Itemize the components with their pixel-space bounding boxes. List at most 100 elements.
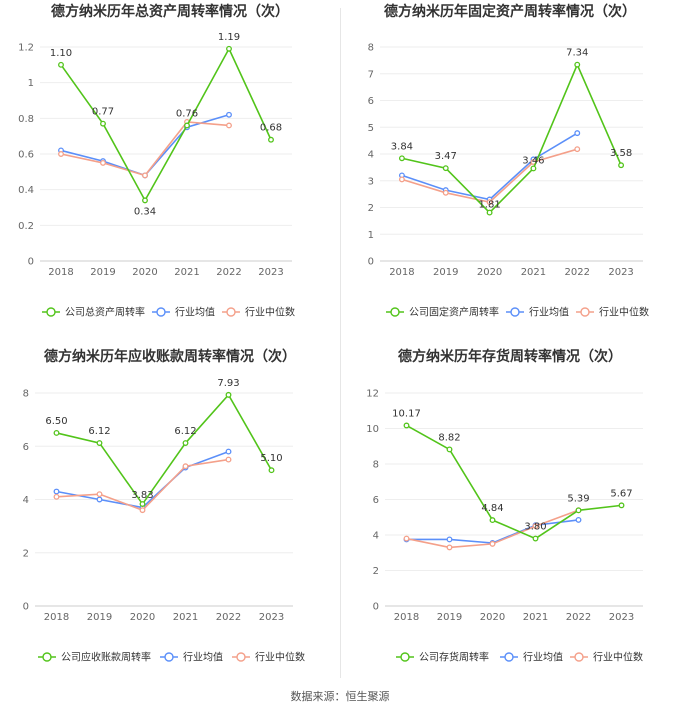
data-point	[530, 165, 537, 172]
legend-item[interactable]: 行业中位数	[576, 306, 649, 319]
data-point	[225, 456, 232, 463]
y-tick-label: 10	[366, 424, 379, 435]
data-label: 3.46	[522, 155, 544, 166]
chart-title: 德方纳米历年总资产周转率情况（次）	[51, 3, 289, 20]
legend-item[interactable]: 行业中位数	[222, 306, 295, 319]
legend-swatch-marker	[574, 652, 584, 662]
x-tick-label: 2021	[521, 267, 546, 278]
data-label: 0.68	[260, 123, 282, 134]
data-point	[574, 61, 581, 68]
data-label: 5.39	[567, 493, 589, 504]
data-label: 6.12	[88, 426, 110, 437]
y-tick-label: 7	[368, 69, 374, 80]
legend-label: 行业均值	[529, 306, 569, 319]
data-label: 5.10	[260, 453, 282, 464]
series-line	[406, 519, 579, 544]
legend-item[interactable]: 行业中位数	[232, 651, 305, 664]
y-tick-label: 5	[368, 123, 374, 134]
legend-item[interactable]: 公司总资产周转率	[42, 306, 145, 319]
data-label: 5.67	[610, 488, 632, 499]
data-label: 3.84	[391, 141, 413, 152]
data-point	[96, 440, 103, 447]
y-tick-label: 0	[23, 602, 29, 613]
data-label: 0.34	[134, 206, 156, 217]
y-tick-label: 2	[23, 548, 29, 559]
data-point	[398, 176, 405, 183]
series-line	[401, 148, 578, 204]
data-point	[489, 517, 496, 524]
y-tick-label: 1	[368, 230, 374, 241]
x-tick-label: 2023	[608, 267, 633, 278]
y-tick-label: 4	[373, 531, 379, 542]
data-point	[532, 523, 539, 530]
legend-item[interactable]: 行业中位数	[570, 651, 643, 664]
y-tick-label: 0	[373, 602, 379, 613]
series-line	[401, 62, 622, 214]
data-point	[142, 197, 148, 204]
legend-swatch-marker	[510, 307, 520, 317]
x-tick-label: 2021	[173, 612, 198, 623]
data-point	[442, 165, 449, 172]
legend-item[interactable]: 行业均值	[506, 306, 569, 319]
data-point	[398, 155, 405, 162]
data-label: 3.80	[524, 522, 546, 533]
legend-item[interactable]: 行业均值	[500, 651, 563, 664]
chart-svg: 德方纳米历年应收账款周转率情况（次） 0 2 4 6 8 2018 2019 2020 2021 2…	[23, 348, 305, 664]
legend-item[interactable]: 公司固定资产周转率	[386, 306, 499, 319]
legend-label: 公司应收账款周转率	[61, 651, 151, 664]
data-label: 6.12	[174, 426, 196, 437]
y-tick-label: 2	[368, 203, 374, 214]
legend-label: 公司总资产周转率	[65, 306, 145, 319]
legend-swatch-marker	[42, 652, 52, 662]
chart-svg: 德方纳米历年存货周转率情况（次） 0 2 4 6 8 10 12 2018 2019 2020 202…	[366, 348, 643, 664]
data-label: 4.84	[481, 503, 503, 514]
legend-swatch-marker	[504, 652, 514, 662]
data-point	[139, 501, 146, 507]
data-label: 3.58	[610, 148, 632, 159]
data-label: 1.10	[50, 48, 72, 59]
x-tick-label: 2020	[480, 612, 505, 623]
x-tick-label: 2018	[48, 267, 73, 278]
data-point	[96, 496, 103, 503]
legend-item[interactable]: 公司存货周转率	[396, 651, 489, 664]
chart-receivables-turnover: 德方纳米历年应收账款周转率情况（次） 0 2 4 6 8 2018 2019 2020 2021 2…	[0, 345, 340, 690]
legend-item[interactable]: 公司应收账款周转率	[38, 651, 151, 664]
chart-title: 德方纳米历年固定资产周转率情况（次）	[384, 3, 636, 20]
y-tick-label: 2	[373, 566, 379, 577]
legend-swatch-marker	[164, 652, 174, 662]
x-tick-label: 2020	[132, 267, 157, 278]
y-tick-label: 12	[366, 389, 379, 400]
legend-swatch-marker	[46, 307, 56, 317]
data-point	[446, 446, 453, 453]
legend-item[interactable]: 行业均值	[152, 306, 215, 319]
data-label: 0.76	[176, 108, 198, 119]
legend-item[interactable]: 行业均值	[160, 651, 223, 664]
data-label: 0.77	[92, 107, 114, 118]
data-label: 7.93	[217, 378, 239, 389]
y-tick-label: 4	[368, 150, 374, 161]
x-tick-label: 2023	[609, 612, 634, 623]
data-point	[226, 111, 232, 118]
legend-label: 行业均值	[523, 651, 563, 664]
data-point	[575, 507, 582, 514]
y-tick-label: 0	[28, 257, 34, 268]
panel-divider	[340, 8, 341, 678]
x-tick-label: 2020	[477, 267, 502, 278]
x-tick-label: 2023	[259, 612, 284, 623]
data-point	[489, 540, 496, 547]
x-tick-label: 2019	[90, 267, 115, 278]
data-point	[182, 440, 189, 447]
legend-swatch-marker	[400, 652, 410, 662]
y-tick-label: 0.6	[18, 150, 34, 161]
chart-svg: 德方纳米历年固定资产周转率情况（次） 0 1 2 3 4 5 6 7 8 2018 2019 2020 2…	[368, 3, 649, 319]
data-point	[403, 422, 410, 429]
y-tick-label: 8	[23, 389, 29, 400]
data-label: 6.50	[45, 416, 67, 427]
x-tick-label: 2020	[130, 612, 155, 623]
series-line	[60, 47, 272, 203]
data-point	[574, 130, 581, 137]
series-line	[406, 424, 622, 540]
data-point	[226, 45, 232, 52]
legend-swatch-marker	[580, 307, 590, 317]
data-point	[532, 535, 539, 542]
